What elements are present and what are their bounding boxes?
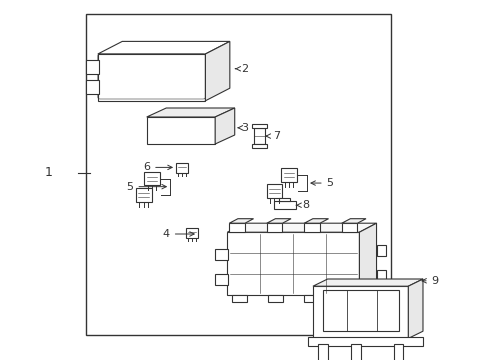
Text: 1: 1 — [45, 166, 53, 179]
Polygon shape — [312, 279, 422, 286]
Bar — [304, 223, 319, 232]
Bar — [85, 80, 99, 94]
Bar — [339, 295, 354, 302]
Bar — [229, 223, 244, 232]
Bar — [252, 144, 266, 148]
Bar — [312, 286, 407, 338]
Bar — [227, 232, 359, 295]
Polygon shape — [304, 219, 328, 223]
Bar — [278, 198, 289, 201]
Polygon shape — [205, 41, 229, 101]
Polygon shape — [227, 223, 376, 232]
Bar — [266, 184, 282, 198]
Text: 5: 5 — [126, 182, 166, 192]
Bar — [350, 344, 360, 360]
Bar — [98, 54, 205, 101]
Bar — [252, 124, 266, 128]
Bar — [215, 249, 228, 260]
Text: 6: 6 — [143, 162, 172, 172]
Bar — [85, 14, 390, 335]
Text: 2: 2 — [235, 64, 247, 74]
Polygon shape — [98, 41, 229, 54]
Bar — [254, 128, 264, 144]
Bar — [266, 223, 282, 232]
Text: 3: 3 — [238, 123, 247, 133]
Polygon shape — [229, 219, 253, 223]
Polygon shape — [146, 117, 215, 144]
Bar — [185, 228, 198, 238]
Bar — [273, 201, 295, 209]
Bar — [376, 245, 386, 256]
Text: 5: 5 — [310, 178, 333, 188]
Polygon shape — [407, 279, 422, 338]
Polygon shape — [215, 108, 234, 144]
Bar — [304, 295, 318, 302]
Bar — [317, 344, 327, 360]
Bar — [85, 60, 99, 74]
Polygon shape — [266, 219, 290, 223]
Polygon shape — [146, 108, 234, 117]
Bar — [307, 337, 422, 346]
Bar — [232, 295, 246, 302]
Text: 9: 9 — [421, 276, 438, 286]
Bar — [144, 172, 160, 185]
Bar — [136, 188, 151, 202]
Text: 8: 8 — [296, 200, 308, 210]
Bar — [215, 274, 228, 285]
Bar — [267, 295, 282, 302]
Bar — [376, 270, 386, 281]
Bar — [341, 223, 357, 232]
Bar — [281, 168, 296, 182]
Bar — [393, 344, 403, 360]
Bar — [322, 290, 398, 331]
Text: 4: 4 — [163, 229, 194, 239]
Polygon shape — [359, 223, 376, 295]
Polygon shape — [341, 219, 365, 223]
Text: 7: 7 — [265, 131, 279, 141]
Bar — [176, 163, 188, 173]
